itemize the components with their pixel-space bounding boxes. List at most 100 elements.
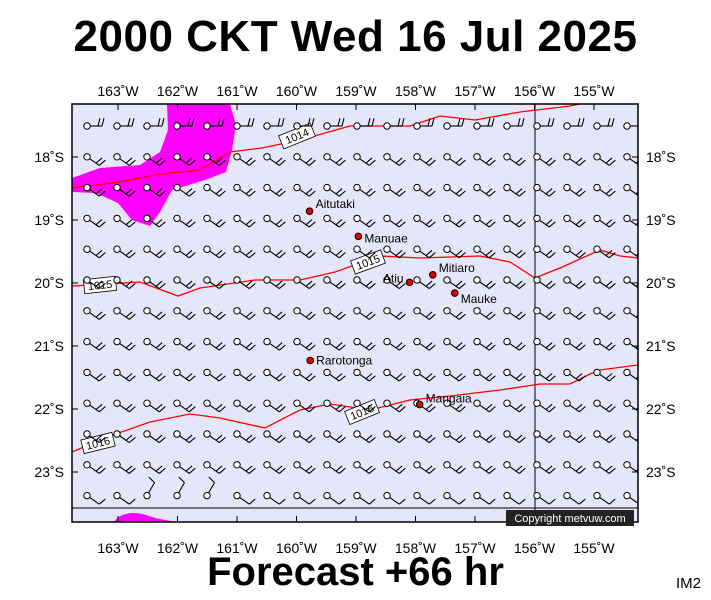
wind-barb: [113, 337, 136, 351]
wind-barb: [413, 153, 436, 166]
wind-barb: [83, 118, 105, 130]
wind-barb: [623, 430, 638, 443]
top-lon-label: 159˚W: [335, 83, 377, 99]
wind-barb: [473, 183, 496, 197]
wind-barb: [563, 337, 586, 351]
wind-barb: [323, 118, 345, 130]
left-lat-label: 18˚S: [34, 149, 64, 165]
wind-barb: [263, 153, 286, 166]
top-lon-label: 163˚W: [97, 83, 139, 99]
right-lat-label: 23˚S: [646, 464, 676, 480]
svg-text:1016: 1016: [85, 435, 112, 453]
wind-barb: [593, 430, 616, 444]
wind-barb: [383, 153, 406, 166]
wind-barb: [143, 153, 166, 166]
copyright-text: Copyright metvuw.com: [514, 513, 625, 525]
wind-barb: [173, 476, 185, 500]
top-lon-label: 160˚W: [276, 83, 318, 99]
wind-barb: [84, 523, 102, 529]
wind-barb: [203, 399, 226, 413]
wind-barb: [593, 337, 616, 351]
wind-barb: [353, 183, 376, 197]
place-aitutaki: Aitutaki: [305, 197, 355, 215]
top-lon-label: 158˚W: [395, 83, 437, 99]
wind-barb: [623, 276, 638, 289]
wind-barb: [473, 153, 496, 166]
wind-barb: [503, 368, 526, 382]
wind-barb: [233, 368, 256, 382]
isobar-1014: [72, 104, 584, 189]
place-marker: [405, 278, 414, 287]
place-label: Aitutaki: [316, 197, 355, 211]
wind-barb: [593, 245, 616, 259]
wind-barb: [443, 118, 465, 130]
wind-barb: [293, 214, 316, 228]
wind-barb: [233, 399, 256, 413]
wind-barb: [204, 523, 222, 529]
wind-barb: [263, 307, 286, 320]
left-lat-label: 21˚S: [34, 338, 64, 354]
place-mitiaro: Mitiaro: [428, 261, 475, 279]
wind-barb: [503, 153, 526, 166]
place-label: Mitiaro: [439, 261, 475, 275]
wind-barb: [293, 399, 316, 413]
bottom-lon-label: 163˚W: [97, 540, 139, 556]
wind-barb: [414, 523, 432, 529]
image-id-label: IM2: [675, 575, 701, 592]
wind-barb: [173, 118, 195, 130]
wind-barb: [173, 214, 196, 228]
left-lat-label: 23˚S: [34, 464, 64, 480]
wind-barb: [293, 430, 316, 444]
wind-barb: [413, 118, 435, 130]
wind-barb: [113, 491, 136, 505]
precipitation-area: [72, 104, 236, 226]
right-lat-label: 20˚S: [646, 275, 676, 291]
wind-barb: [413, 307, 436, 320]
wind-barb: [353, 245, 376, 259]
wind-barb: [533, 337, 556, 351]
wind-barb: [383, 461, 406, 474]
wind-barb: [563, 491, 586, 505]
copyright-box: [506, 510, 634, 526]
wind-barb: [623, 122, 638, 130]
place-marker: [415, 400, 424, 409]
axis-labels: 163˚W 163˚W 162˚W 162˚W 161˚W 161˚W 160˚W 160˚W…: [34, 83, 675, 556]
place-atiu: Atiu: [383, 271, 414, 287]
wind-barb: [113, 276, 136, 290]
wind-barb: [413, 430, 436, 444]
wind-barb: [173, 368, 196, 382]
wind-barb: [563, 183, 586, 197]
wind-barb: [413, 337, 436, 351]
wind-barb: [443, 337, 466, 351]
wind-barb: [473, 399, 496, 413]
top-lon-label: 155˚W: [573, 83, 615, 99]
wind-barb: [263, 245, 286, 259]
wind-barb: [143, 118, 165, 130]
right-lat-label: 22˚S: [646, 401, 676, 417]
wind-barb: [383, 491, 406, 505]
wind-barb: [143, 368, 166, 382]
wind-barb: [503, 430, 526, 444]
wind-barb: [233, 153, 256, 166]
wind-barb: [83, 183, 106, 197]
wind-barb: [563, 276, 586, 290]
bottom-lon-label: 155˚W: [573, 540, 615, 556]
wind-barb: [173, 399, 196, 413]
wind-barb: [263, 491, 286, 505]
map-frame: [71, 103, 639, 523]
bottom-lon-label: 158˚W: [395, 540, 437, 556]
wind-barb: [443, 399, 466, 413]
wind-barb: [143, 337, 166, 351]
wind-barb: [263, 430, 286, 444]
wind-barb: [323, 214, 346, 228]
place-rarotonga: Rarotonga: [306, 353, 373, 367]
wind-barb: [593, 183, 616, 197]
svg-text:1015: 1015: [87, 279, 113, 293]
wind-barb: [383, 245, 406, 259]
right-lat-label: 19˚S: [646, 212, 676, 228]
wind-barb: [443, 461, 466, 474]
wind-barb: [143, 276, 166, 290]
wind-barb: [473, 461, 496, 474]
wind-barb: [533, 245, 556, 259]
